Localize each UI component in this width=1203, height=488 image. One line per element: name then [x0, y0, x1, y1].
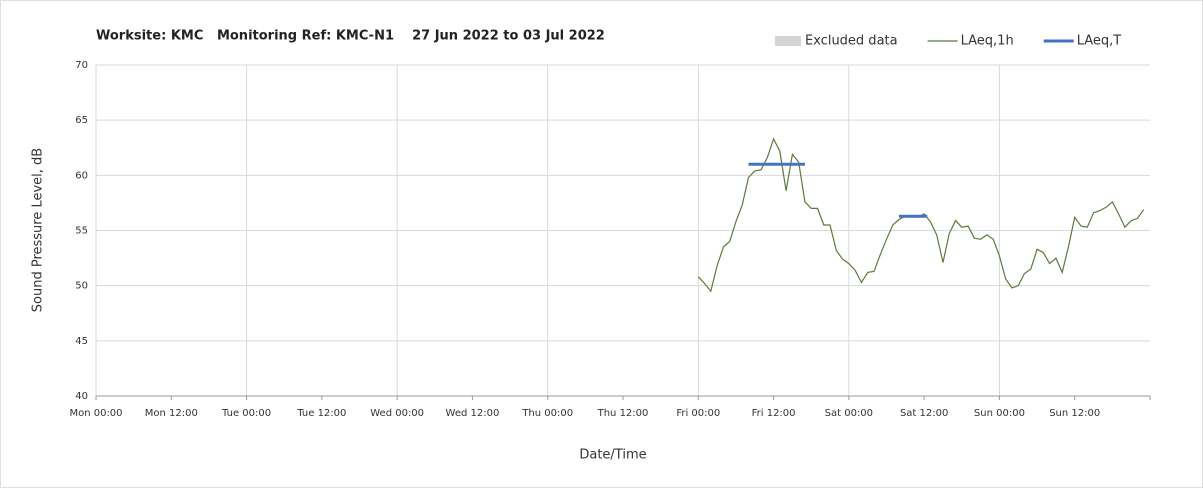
y-tick-label: 60 [75, 170, 88, 181]
y-tick-label: 55 [75, 226, 88, 237]
x-tick-label: Sat 00:00 [825, 408, 873, 419]
x-tick-label: Sun 12:00 [1049, 408, 1100, 419]
legend-swatch [775, 36, 801, 46]
legend-label: Excluded data [805, 34, 898, 49]
legend-label: LAeq,1h [961, 34, 1014, 49]
x-tick-label: Mon 00:00 [69, 408, 122, 419]
x-tick-label: Tue 12:00 [296, 408, 346, 419]
x-tick-label: Fri 12:00 [752, 408, 796, 419]
y-tick-label: 65 [75, 115, 88, 126]
y-axis-label: Sound Pressure Level, dB [31, 148, 46, 312]
x-tick-label: Thu 00:00 [521, 408, 573, 419]
legend-label: LAeq,T [1077, 34, 1122, 49]
series-line [748, 162, 928, 218]
y-tick-label: 70 [75, 60, 88, 71]
y-tick-label: 40 [75, 391, 88, 402]
x-tick-label: Sat 12:00 [900, 408, 948, 419]
x-tick-label: Tue 00:00 [221, 408, 271, 419]
x-axis-label: Date/Time [579, 448, 646, 463]
x-tick-label: Thu 12:00 [597, 408, 649, 419]
x-tick-label: Sun 00:00 [974, 408, 1025, 419]
chart-title: Worksite: KMC Monitoring Ref: KMC-N1 27 … [96, 29, 605, 44]
x-tick-label: Fri 00:00 [676, 408, 720, 419]
x-tick-label: Wed 12:00 [446, 408, 500, 419]
x-tick-label: Mon 12:00 [145, 408, 198, 419]
y-tick-label: 50 [75, 281, 88, 292]
y-tick-label: 45 [75, 336, 88, 347]
x-tick-label: Wed 00:00 [370, 408, 424, 419]
